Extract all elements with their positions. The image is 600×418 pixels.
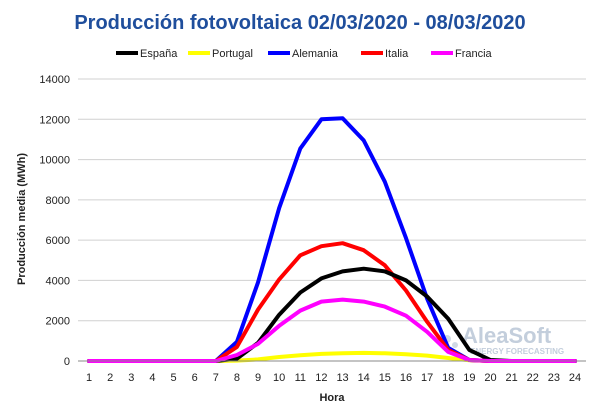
- x-tick-label: 14: [358, 372, 370, 384]
- x-tick-label: 12: [315, 372, 327, 384]
- x-tick-label: 19: [463, 372, 475, 384]
- x-tick-label: 7: [213, 372, 219, 384]
- legend: España Portugal Alemania Italia Francia: [116, 48, 493, 60]
- x-tick-label: 10: [273, 372, 285, 384]
- x-tick-label: 20: [484, 372, 496, 384]
- x-axis-ticks: 1 2 3 4 5 6 7 8 9 10 11 12 13 14 15 16 17 18 19 20 21 22 23 24: [86, 372, 581, 384]
- x-tick-label: 8: [234, 372, 240, 384]
- x-tick-label: 3: [128, 372, 134, 384]
- x-tick-label: 4: [149, 372, 155, 384]
- watermark-tagline: ENERGY FORECASTING: [470, 347, 564, 356]
- x-tick-label: 17: [421, 372, 433, 384]
- x-tick-label: 22: [527, 372, 539, 384]
- chart-title: Producción fotovoltaica 02/03/2020 - 08/…: [74, 12, 525, 34]
- y-tick-label: 6000: [46, 235, 70, 247]
- y-tick-label: 2000: [46, 316, 70, 328]
- legend-label: Italia: [385, 48, 409, 60]
- legend-label: Portugal: [212, 48, 253, 60]
- legend-label: Francia: [455, 48, 493, 60]
- x-tick-label: 1: [86, 372, 92, 384]
- x-tick-label: 16: [400, 372, 412, 384]
- y-tick-label: 12000: [39, 114, 70, 126]
- y-axis-title: Producción media (MWh): [16, 153, 28, 285]
- legend-label: Alemania: [292, 48, 339, 60]
- x-tick-label: 23: [548, 372, 560, 384]
- x-tick-label: 5: [170, 372, 176, 384]
- x-tick-label: 11: [295, 372, 306, 384]
- y-tick-label: 14000: [39, 74, 70, 86]
- gridlines: [78, 78, 586, 322]
- x-tick-label: 6: [192, 372, 198, 384]
- x-axis-title: Hora: [319, 392, 345, 404]
- y-tick-label: 4000: [46, 275, 70, 287]
- legend-label: España: [140, 48, 178, 60]
- x-tick-label: 2: [107, 372, 113, 384]
- x-tick-label: 18: [442, 372, 454, 384]
- y-tick-label: 8000: [46, 195, 70, 207]
- y-tick-label: 0: [64, 356, 70, 368]
- x-tick-label: 9: [255, 372, 261, 384]
- x-tick-label: 15: [379, 372, 391, 384]
- y-tick-label: 10000: [39, 155, 70, 167]
- x-tick-label: 21: [505, 372, 517, 384]
- watermark-logo-dot: [452, 342, 458, 348]
- x-tick-label: 13: [336, 372, 348, 384]
- y-axis-ticks: 0 2000 4000 6000 8000 10000 12000 14000: [39, 74, 70, 368]
- x-tick-label: 24: [569, 372, 581, 384]
- watermark-name: AleaSoft: [462, 323, 552, 348]
